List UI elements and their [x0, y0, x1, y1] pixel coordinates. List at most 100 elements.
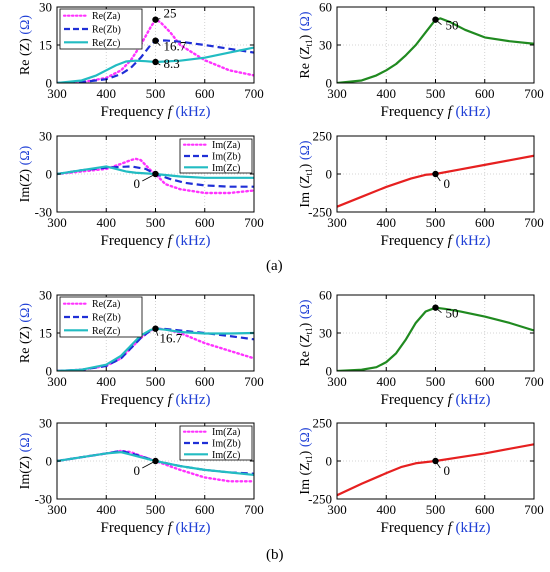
x-axis-label-word: Frequency — [381, 233, 448, 249]
marker-dot — [152, 457, 159, 465]
x-axis-label-unit: (kHz) — [172, 104, 211, 120]
x-tick-label: 400 — [97, 374, 117, 389]
y-tick-label: 0 — [326, 454, 333, 469]
y-axis-label-unit: (Ω) — [298, 140, 313, 160]
y-axis-label-unit: (Ω) — [298, 11, 313, 31]
legend-entry: Im(Zb) — [212, 152, 241, 163]
marker-dot — [432, 304, 439, 311]
x-tick-label: 500 — [146, 502, 166, 517]
x-axis-label: Frequency f (kHz) — [101, 233, 211, 249]
y-tick-label: -250 — [308, 492, 332, 507]
legend: Im(Za)Im(Zb)Im(Zc) — [179, 138, 253, 174]
y-axis-label-main: Re (Z) — [18, 323, 33, 363]
y-axis-label-main: Im(Z) — [18, 452, 33, 489]
x-tick-label: 600 — [195, 502, 215, 517]
y-axis-label-unit: (Ω) — [18, 303, 33, 323]
y-tick-label: 0 — [46, 364, 53, 379]
panel-label-a: (a) — [266, 258, 283, 274]
x-tick-label: 400 — [97, 215, 117, 230]
x-axis-label-var: f — [168, 104, 174, 120]
x-axis-label-unit: (kHz) — [452, 104, 491, 120]
marker-label: 8.3 — [164, 56, 180, 71]
y-axis-label: Re (Z) (Ω) — [18, 303, 33, 364]
legend: Re(Za) Re(Zb) Re(Zc) — [59, 8, 143, 50]
x-tick-label: 700 — [524, 86, 544, 101]
y-axis-label: Im (Zt1) (Ω) — [298, 140, 314, 208]
x-axis-label-word: Frequency — [381, 392, 448, 408]
chart-a_imZt: 300 400 500 600 700 -250 0 250 Frequency f (kHz)… — [298, 129, 544, 250]
x-axis-label-unit: (kHz) — [172, 520, 211, 536]
y-tick-label: 0 — [326, 167, 333, 182]
marker-label: 50 — [446, 18, 459, 33]
y-tick-label: 0 — [46, 167, 53, 182]
x-axis-label: Frequency f (kHz) — [101, 104, 211, 120]
legend-entry: Re(Zb) — [92, 25, 121, 36]
series-line-rezc — [57, 327, 254, 371]
y-axis-label-main: Im (Z — [298, 175, 313, 207]
x-tick-label: 600 — [475, 215, 495, 230]
x-axis-label-var: f — [448, 520, 454, 536]
x-tick-label: 700 — [524, 502, 544, 517]
legend: Re(Za) Re(Zb) Re(Zc) — [59, 296, 143, 338]
y-axis-label-close: ) — [298, 31, 313, 39]
x-tick-label: 500 — [146, 374, 166, 389]
legend: Im(Za)Im(Zb)Im(Zc) — [179, 425, 253, 461]
y-tick-label: 0 — [326, 76, 333, 91]
x-tick-label: 500 — [426, 374, 446, 389]
x-axis-label: Frequency f (kHz) — [381, 233, 491, 249]
x-tick-label: 600 — [195, 374, 215, 389]
x-axis-label-unit: (kHz) — [452, 392, 491, 408]
x-tick-label: 500 — [426, 502, 446, 517]
x-tick-label: 300 — [327, 502, 347, 517]
x-axis-label: Frequency f (kHz) — [381, 520, 491, 536]
x-tick-label: 300 — [47, 215, 67, 230]
chart-a_reZ: 300 400 500 600 700 0 15 30 Frequency f (kHz) Re … — [18, 0, 264, 120]
y-axis-label-main: Im(Z) — [18, 165, 33, 202]
y-axis-label: Re (Z) (Ω) — [18, 15, 33, 76]
y-axis-label: Re (Zt1) (Ω) — [298, 11, 314, 79]
marker-label: 50 — [446, 306, 459, 321]
y-axis-label-unit: (Ω) — [18, 432, 33, 452]
marker-dot — [152, 325, 159, 332]
series-line-b_imZt — [337, 443, 534, 497]
x-tick-label: 300 — [47, 374, 67, 389]
y-tick-label: 0 — [46, 454, 53, 469]
x-axis-label-unit: (kHz) — [452, 520, 491, 536]
y-axis-label: Im(Z) (Ω) — [18, 432, 33, 489]
y-axis-label: Im (Zt1) (Ω) — [298, 427, 314, 495]
x-axis-label-var: f — [168, 520, 174, 536]
chart-a_imZ: 300 400 500 600 700 -30 0 30 Frequency f (kHz) Im… — [18, 129, 264, 250]
x-axis-label-var: f — [448, 392, 454, 408]
y-tick-label: 0 — [326, 364, 333, 379]
y-tick-label: 30 — [319, 326, 332, 341]
x-tick-label: 300 — [47, 502, 67, 517]
marker-dot — [432, 16, 439, 23]
y-axis-label-unit: (Ω) — [18, 15, 33, 35]
x-tick-label: 300 — [327, 374, 347, 389]
marker-label: 16.7 — [164, 39, 187, 54]
x-tick-label: 700 — [244, 374, 264, 389]
y-axis-label-main: Im (Z — [298, 462, 313, 494]
legend-entry: Re(Zb) — [92, 313, 121, 324]
y-tick-label: 250 — [313, 416, 333, 431]
series-line-rezc — [57, 46, 254, 83]
x-tick-label: 400 — [377, 502, 397, 517]
x-tick-label: 700 — [244, 215, 264, 230]
marker-dot — [432, 457, 439, 465]
y-tick-label: -30 — [35, 205, 52, 220]
x-tick-label: 400 — [377, 215, 397, 230]
series-line-reza — [57, 18, 254, 83]
x-axis-label-word: Frequency — [101, 520, 168, 536]
y-axis-label-sub: t1 — [304, 455, 314, 462]
marker-label: 16.7 — [160, 331, 183, 346]
y-tick-label: 30 — [319, 38, 332, 53]
series-line-imzc — [57, 165, 254, 179]
y-tick-label: 30 — [39, 129, 52, 144]
marker-label: 0 — [134, 463, 141, 478]
y-axis-label-main: Re (Z) — [18, 35, 33, 75]
y-tick-label: 30 — [39, 0, 52, 15]
marker-label: 0 — [444, 176, 451, 191]
y-tick-label: 60 — [319, 0, 332, 15]
legend-entry: Re(Za) — [92, 299, 120, 310]
